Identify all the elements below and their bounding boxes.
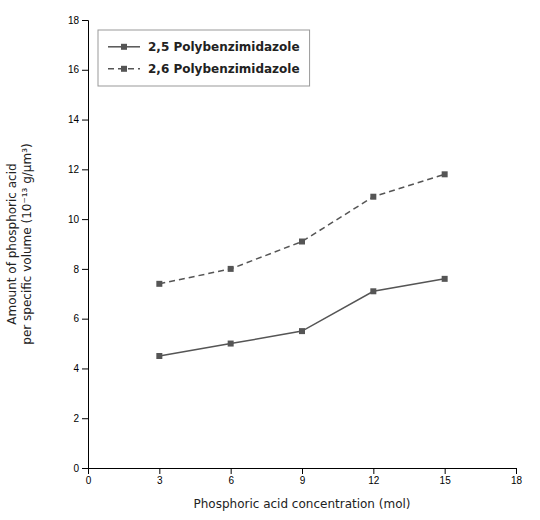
x-tick: 12 — [368, 468, 380, 486]
y-tick-mark — [82, 20, 88, 21]
x-tick-mark — [373, 468, 374, 474]
point — [370, 288, 376, 294]
series — [156, 276, 447, 359]
y-tick-label: 6 — [73, 313, 79, 324]
x-tick: 9 — [300, 468, 306, 486]
y-tick-label: 16 — [68, 64, 80, 75]
line — [159, 279, 444, 356]
y-tick: 0 — [73, 463, 88, 474]
x-tick-label: 15 — [440, 475, 452, 486]
x-axis-title: Phosphoric acid concentration (mol) — [193, 497, 410, 511]
legend-label: 2,6 Polybenzimidazole — [148, 62, 300, 76]
x-tick-label: 6 — [228, 475, 234, 486]
x-tick-label: 3 — [157, 475, 163, 486]
chart: 0 3 6 9 12 15 18 0 2 4 6 8 10 12 14 16 18 Phosphoric acid… — [0, 0, 540, 520]
y-tick: 14 — [68, 114, 88, 125]
x-tick-label: 12 — [368, 475, 380, 486]
series — [156, 171, 447, 287]
y-tick-mark — [82, 269, 88, 270]
y-tick-label: 18 — [68, 15, 80, 26]
legend-marker — [121, 44, 127, 50]
y-tick-mark — [82, 319, 88, 320]
legend-marker — [121, 66, 127, 72]
point — [370, 194, 376, 200]
y-tick-mark — [82, 120, 88, 121]
plot: 0 3 6 9 12 15 18 0 2 4 6 8 10 12 14 16 18 Phosphoric acid… — [5, 15, 522, 511]
y-tick-label: 8 — [73, 264, 79, 275]
y-axis: 0 2 4 6 8 10 12 14 16 18 — [68, 15, 89, 474]
point — [228, 341, 234, 347]
y-tick: 6 — [73, 313, 88, 324]
y-tick-mark — [82, 70, 88, 71]
line — [159, 174, 444, 284]
x-tick: 15 — [440, 468, 452, 486]
legend-label: 2,5 Polybenzimidazole — [148, 40, 300, 54]
y-tick-label: 0 — [73, 463, 79, 474]
y-tick-mark — [82, 418, 88, 419]
y-tick-label: 14 — [68, 114, 80, 125]
y-tick: 2 — [73, 413, 88, 424]
x-tick-mark — [231, 468, 232, 474]
x-tick-mark — [516, 468, 517, 474]
y-tick: 10 — [68, 214, 88, 225]
x-tick-label: 9 — [300, 475, 306, 486]
y-axis-title-line: per specific volume (10⁻¹³ g/μm³) — [20, 143, 34, 344]
x-tick-mark — [159, 468, 160, 474]
y-axis-title-line: Amount of phosphoric acid — [5, 163, 19, 324]
y-tick: 18 — [68, 15, 88, 26]
x-tick-label: 18 — [511, 475, 523, 486]
y-tick: 16 — [68, 64, 88, 75]
x-axis: 0 3 6 9 12 15 18 — [86, 468, 523, 486]
point — [299, 328, 305, 334]
point — [156, 281, 162, 287]
legend-item: 2,5 Polybenzimidazole — [108, 40, 300, 54]
x-axis-line — [89, 469, 517, 475]
x-tick: 0 — [86, 468, 92, 486]
x-tick: 18 — [511, 468, 523, 486]
y-tick: 8 — [73, 264, 88, 275]
point — [299, 239, 305, 245]
series-group — [156, 171, 447, 359]
y-tick-mark — [82, 368, 88, 369]
point — [228, 266, 234, 272]
y-tick: 4 — [73, 363, 88, 374]
legend-box — [98, 30, 310, 86]
point — [442, 171, 448, 177]
y-tick-label: 4 — [73, 363, 79, 374]
x-tick-label: 0 — [86, 475, 92, 486]
point — [442, 276, 448, 282]
y-tick-label: 10 — [68, 214, 80, 225]
y-axis-line — [82, 21, 89, 469]
y-axis-title: Amount of phosphoric acidper specific vo… — [5, 143, 34, 344]
y-tick: 12 — [68, 164, 88, 175]
x-tick-mark — [302, 468, 303, 474]
x-tick-mark — [445, 468, 446, 474]
y-tick-label: 12 — [68, 164, 80, 175]
y-tick-mark — [82, 169, 88, 170]
x-tick: 3 — [157, 468, 163, 486]
legend: 2,5 Polybenzimidazole 2,6 Polybenzimidazo… — [98, 30, 310, 86]
y-tick-mark — [82, 219, 88, 220]
y-tick-mark — [82, 468, 88, 469]
y-tick-label: 2 — [73, 413, 79, 424]
x-tick: 6 — [228, 468, 234, 486]
point — [156, 353, 162, 359]
legend-item: 2,6 Polybenzimidazole — [108, 62, 300, 76]
